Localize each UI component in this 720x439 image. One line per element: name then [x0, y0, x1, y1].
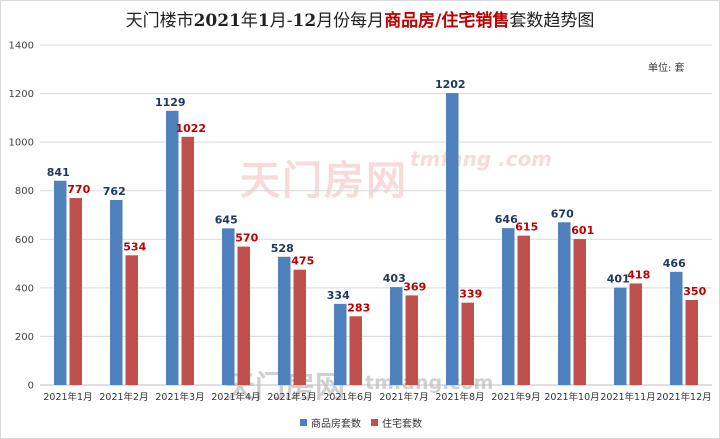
bar-series1 [670, 271, 683, 385]
bar-series1 [222, 228, 235, 385]
x-tick-label: 2021年4月 [211, 391, 260, 403]
data-label-series2: 369 [403, 280, 426, 293]
data-label-series1: 528 [271, 242, 294, 255]
bar-series1 [446, 93, 459, 385]
data-label-series1: 645 [215, 213, 238, 226]
legend-label-series1: 商品房套数 [311, 419, 361, 430]
bar-series2 [349, 316, 362, 385]
bar-series1 [614, 287, 627, 385]
x-tick-label: 2021年3月 [155, 391, 204, 403]
data-label-series2: 339 [459, 288, 482, 301]
bar-series2 [237, 246, 250, 385]
x-tick-label: 2021年11月 [600, 391, 655, 403]
data-label-series2: 1022 [175, 122, 206, 135]
data-label-series1: 334 [327, 289, 350, 302]
y-tick-label: 1400 [9, 41, 34, 52]
bar-series1 [390, 287, 403, 385]
y-tick-label: 400 [15, 283, 34, 294]
bar-series2 [69, 198, 82, 385]
bar-series2 [461, 302, 474, 385]
data-label-series2: 534 [123, 240, 146, 253]
bar-series2 [573, 239, 586, 385]
y-tick-label: 1200 [9, 89, 34, 100]
legend-swatch-series1 [300, 419, 307, 426]
legend-item-series1: 商品房套数 [300, 415, 361, 430]
bar-series2 [685, 300, 698, 385]
legend-swatch-series2 [371, 419, 378, 426]
bar-series1 [334, 303, 347, 385]
data-label-series2: 350 [683, 285, 706, 298]
bar-series1 [502, 228, 515, 385]
data-label-series1: 841 [47, 166, 70, 179]
x-tick-label: 2021年8月 [435, 391, 484, 403]
y-tick-label: 800 [15, 186, 34, 197]
bar-series2 [629, 283, 642, 385]
data-label-series1: 1129 [155, 96, 186, 109]
data-label-series2: 418 [627, 268, 650, 281]
data-label-series2: 283 [347, 301, 370, 314]
data-label-series1: 1202 [435, 78, 466, 91]
bar-series1 [278, 256, 291, 385]
bar-series2 [181, 136, 194, 385]
bar-series2 [293, 269, 306, 385]
bar-series2 [405, 295, 418, 385]
bar-series1 [54, 180, 67, 385]
y-tick-label: 600 [15, 235, 34, 246]
bar-series2 [125, 255, 138, 385]
data-label-series2: 570 [235, 232, 258, 245]
unit-label: 单位: 套 [648, 63, 685, 74]
x-tick-label: 2021年2月 [99, 391, 148, 403]
x-tick-label: 2021年5月 [267, 391, 316, 403]
data-label-series1: 762 [103, 185, 126, 198]
y-tick-label: 200 [15, 332, 34, 343]
legend-item-series2: 住宅套数 [371, 415, 422, 430]
data-label-series1: 670 [551, 207, 574, 220]
x-tick-label: 2021年7月 [379, 391, 428, 403]
data-label-series1: 466 [663, 257, 686, 270]
data-label-series2: 615 [515, 221, 538, 234]
watermark-logo: 天门房网 [240, 158, 408, 204]
bar-series1 [166, 110, 179, 386]
x-tick-label: 2021年10月 [544, 391, 599, 403]
x-tick-label: 2021年1月 [43, 391, 92, 403]
data-label-series2: 475 [291, 255, 314, 268]
bar-series1 [558, 222, 571, 385]
y-tick-label: 0 [28, 381, 34, 392]
bar-series1 [110, 199, 123, 385]
chart-title: 天门楼市2021年1月-12月份每月商品房/住宅销售套数趋势图 [125, 11, 595, 31]
legend-label-series2: 住宅套数 [382, 419, 422, 430]
data-label-series1: 646 [495, 213, 518, 226]
watermark-url: tmfang .com [410, 147, 553, 171]
data-label-series2: 770 [67, 183, 90, 196]
data-label-series1: 401 [607, 273, 630, 286]
x-tick-label: 2021年9月 [491, 391, 540, 403]
data-label-series2: 601 [571, 224, 594, 237]
chart-legend: 商品房套数 住宅套数 [300, 415, 422, 430]
x-tick-label: 2021年6月 [323, 391, 372, 403]
bar-series2 [517, 235, 530, 385]
y-tick-label: 1000 [9, 138, 34, 149]
x-tick-label: 2021年12月 [656, 391, 711, 403]
data-label-series1: 403 [383, 272, 406, 285]
